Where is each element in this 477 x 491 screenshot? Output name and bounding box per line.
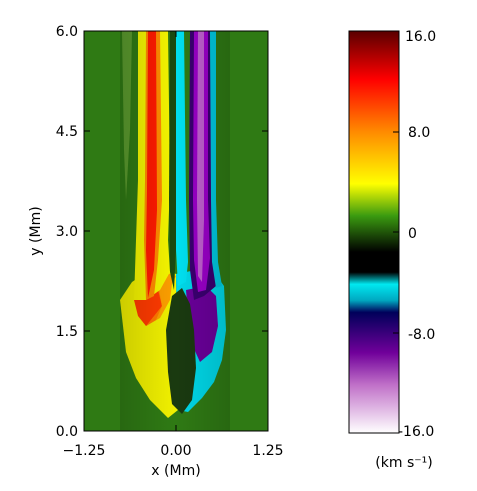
plume-layer bbox=[120, 31, 230, 431]
colorbar-unit-label: (km s⁻¹) bbox=[375, 455, 432, 471]
x-tick-label-1: 0.00 bbox=[160, 443, 191, 459]
colorbar-label-0: 16.0 bbox=[405, 29, 436, 45]
y-tick-label-1: 1.5 bbox=[56, 324, 78, 340]
y-axis-title: y (Mm) bbox=[28, 206, 44, 255]
y-axis-ticks bbox=[84, 30, 268, 432]
y-tick-label-3: 4.5 bbox=[56, 124, 78, 140]
x-tick-label-0: −1.25 bbox=[63, 443, 106, 459]
colorbar-ticks bbox=[393, 30, 399, 434]
y-tick-label-2: 3.0 bbox=[56, 224, 78, 240]
colorbar bbox=[348, 30, 400, 434]
colorbar-label-3: -8.0 bbox=[408, 327, 435, 343]
y-tick-label-4: 6.0 bbox=[56, 24, 78, 40]
y-tick-label-0: 0.0 bbox=[56, 424, 78, 440]
colorbar-label-1: 8.0 bbox=[408, 125, 430, 141]
colorbar-label-4: -16.0 bbox=[398, 424, 434, 440]
x-axis-ticks bbox=[83, 31, 269, 431]
plume-shading bbox=[120, 31, 230, 431]
x-axis-title: x (Mm) bbox=[151, 463, 200, 479]
x-tick-label-2: 1.25 bbox=[252, 443, 283, 459]
colorbar-label-2: 0 bbox=[408, 226, 417, 242]
